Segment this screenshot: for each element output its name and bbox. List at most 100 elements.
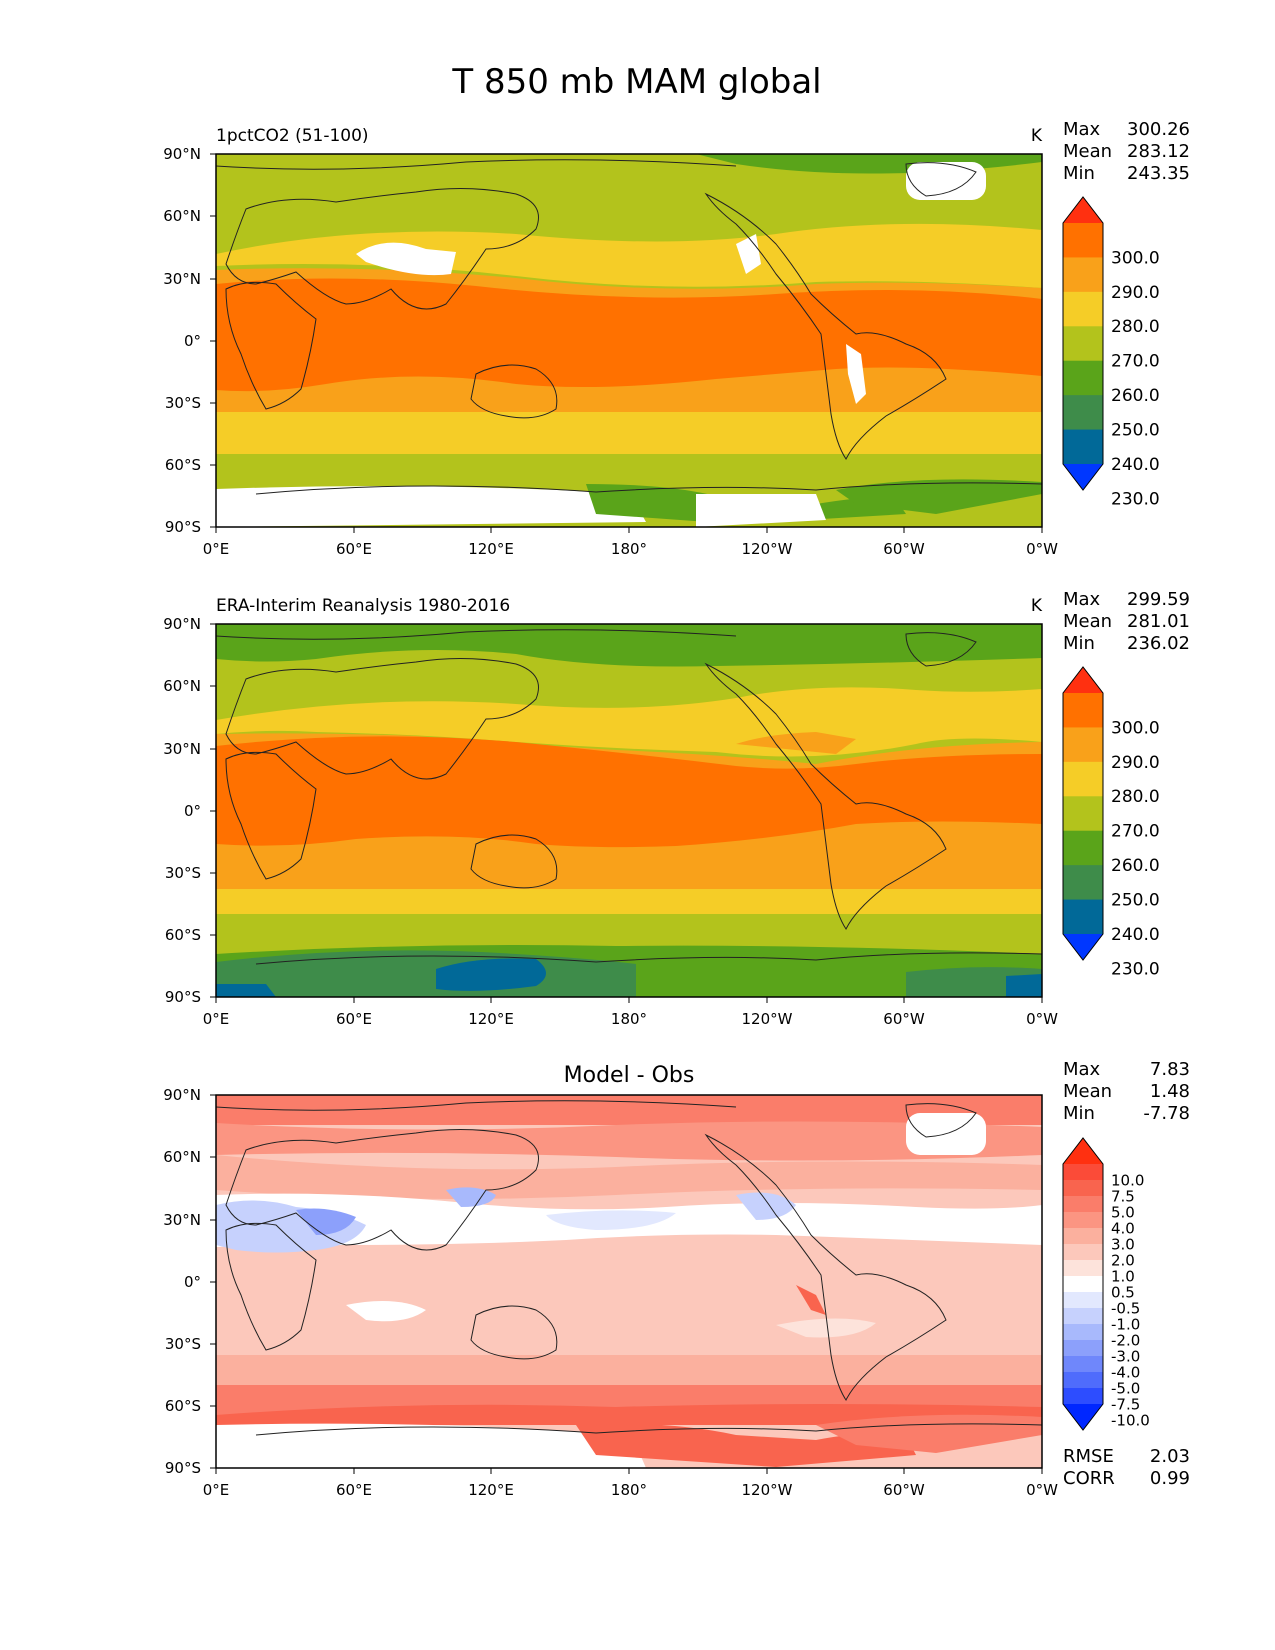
lat-tick-label: 90°N [163,615,201,633]
lat-tick-label: 0° [184,332,201,350]
colorbar-segment [1063,429,1103,465]
mean-label: Mean [1063,611,1112,632]
min-value: 236.02 [1127,633,1190,654]
units-label: K [1031,126,1043,146]
map-plot [216,1095,1042,1468]
figure-title: T 850 mb MAM global [451,62,821,102]
lat-tick-label: 30°N [163,740,201,758]
lat-axis: 90°N 60°N 30°N 0° 30°S 60°S 90°S [163,1086,216,1477]
lat-tick-label: 90°S [165,1459,201,1477]
min-label: Min [1063,633,1095,654]
colorbar-segment [1063,223,1103,258]
colorbar-tick-label: 260.0 [1111,386,1160,406]
colorbar-tick-label: -4.0 [1111,1363,1140,1381]
units-label: K [1031,596,1043,616]
lon-axis: 0°E 60°E 120°E 180° 120°W 60°W 0°W [203,997,1058,1028]
min-label: Min [1063,1103,1095,1124]
mean-value: 283.12 [1127,141,1190,162]
lat-tick-label: 60°S [165,456,201,474]
lat-tick-label: 0° [184,1273,201,1291]
colorbar-tick-label: 290.0 [1111,753,1160,773]
colorbar-tick-label: 280.0 [1111,317,1160,337]
max-value: 300.26 [1127,119,1190,140]
colorbar-tick-label: 260.0 [1111,856,1160,876]
colorbar-segment [1063,1228,1103,1245]
colorbar-tick-label: -0.5 [1111,1299,1140,1317]
colorbar-segment [1063,1356,1103,1373]
lon-tick-label: 0°W [1026,1010,1058,1028]
colorbar-segment [1063,1372,1103,1389]
colorbar-tick-label: -7.5 [1111,1395,1140,1413]
panel-era-interim: ERA-Interim Reanalysis 1980-2016 K [163,589,1190,1028]
mean-label: Mean [1063,141,1112,162]
colorbar-tick-label: 4.0 [1111,1219,1135,1237]
lon-tick-label: 120°E [468,540,514,558]
colorbar-tick-label: 300.0 [1111,248,1160,268]
colorbar-segment [1063,1196,1103,1213]
lon-tick-label: 0°E [203,1481,230,1499]
colorbar-tick-label: 1.0 [1111,1267,1135,1285]
colorbar-segment [1063,326,1103,362]
lon-tick-label: 0°W [1026,1481,1058,1499]
colorbar-tick-label: 2.0 [1111,1251,1135,1269]
rmse-label: RMSE [1063,1446,1114,1467]
colorbar-tick-label: 10.0 [1111,1171,1144,1189]
lon-tick-label: 120°E [468,1481,514,1499]
colorbar-extend-min [1063,1404,1103,1430]
lat-tick-label: 60°N [163,207,201,225]
colorbar-tick-label: 5.0 [1111,1203,1135,1221]
colorbar-tick-label: 230.0 [1111,959,1160,979]
rmse-value: 2.03 [1150,1446,1190,1467]
colorbar-segment [1063,1212,1103,1229]
colorbar-tick-label: 240.0 [1111,925,1160,945]
panel-title: Model - Obs [564,1063,695,1088]
panel-title: ERA-Interim Reanalysis 1980-2016 [216,596,510,616]
colorbar-tick-label: 250.0 [1111,891,1160,911]
lon-axis: 0°E 60°E 120°E 180° 120°W 60°W 0°W [203,1468,1058,1499]
stats-box: Max 299.59 Mean 281.01 Min 236.02 [1063,589,1190,654]
lat-axis: 90°N 60°N 30°N 0° 30°S 60°S 90°S [163,145,216,536]
corr-value: 0.99 [1150,1468,1190,1489]
lat-tick-label: 0° [184,802,201,820]
stats-box: Max 7.83 Mean 1.48 Min -7.78 RMSE 2.03 C… [1063,1059,1190,1489]
corr-label: CORR [1063,1468,1115,1489]
colorbar-extend-min [1063,464,1103,490]
colorbar-diff: 10.07.55.04.03.02.01.00.5-0.5-1.0-2.0-3.… [1062,1137,1150,1431]
lon-tick-label: 0°E [203,540,230,558]
lon-tick-label: 0°W [1026,540,1058,558]
colorbar-segment [1063,865,1103,901]
max-label: Max [1063,589,1101,610]
colorbar-segment [1063,1292,1103,1309]
colorbar-tick-label: 240.0 [1111,455,1160,475]
colorbar-tick-label: -5.0 [1111,1379,1140,1397]
colorbar-segment [1063,1388,1103,1405]
min-value: 243.35 [1127,163,1190,184]
colorbar-tick-label: 270.0 [1111,352,1160,372]
lon-tick-label: 120°W [742,1481,793,1499]
lon-tick-label: 180° [611,1010,647,1028]
mean-label: Mean [1063,1081,1112,1102]
lat-tick-label: 90°S [165,988,201,1006]
coastlines [216,159,1042,495]
coastlines [216,1100,1042,1436]
colorbar-tick-label: 230.0 [1111,489,1160,509]
map-plot [216,624,1042,997]
coastlines [216,629,1042,965]
panel-1pctco2: 1pctCO2 (51-100) K [163,119,1190,558]
min-value: -7.78 [1143,1103,1190,1124]
stats-box: Max 300.26 Mean 283.12 Min 243.35 [1063,119,1190,184]
lat-tick-label: 30°N [163,1211,201,1229]
lon-tick-label: 60°W [883,1481,925,1499]
colorbar-segment [1063,727,1103,763]
colorbar-tick-label: 280.0 [1111,787,1160,807]
colorbar-tick-label: 290.0 [1111,283,1160,303]
lat-tick-label: 30°N [163,270,201,288]
colorbar-segment [1063,1276,1103,1293]
lat-tick-label: 30°S [165,394,201,412]
min-label: Min [1063,163,1095,184]
colorbar-extend-max [1063,667,1103,693]
colorbar-segment [1063,1340,1103,1357]
max-value: 7.83 [1150,1059,1190,1080]
colorbar-segment [1063,257,1103,293]
lon-tick-label: 60°W [883,1010,925,1028]
